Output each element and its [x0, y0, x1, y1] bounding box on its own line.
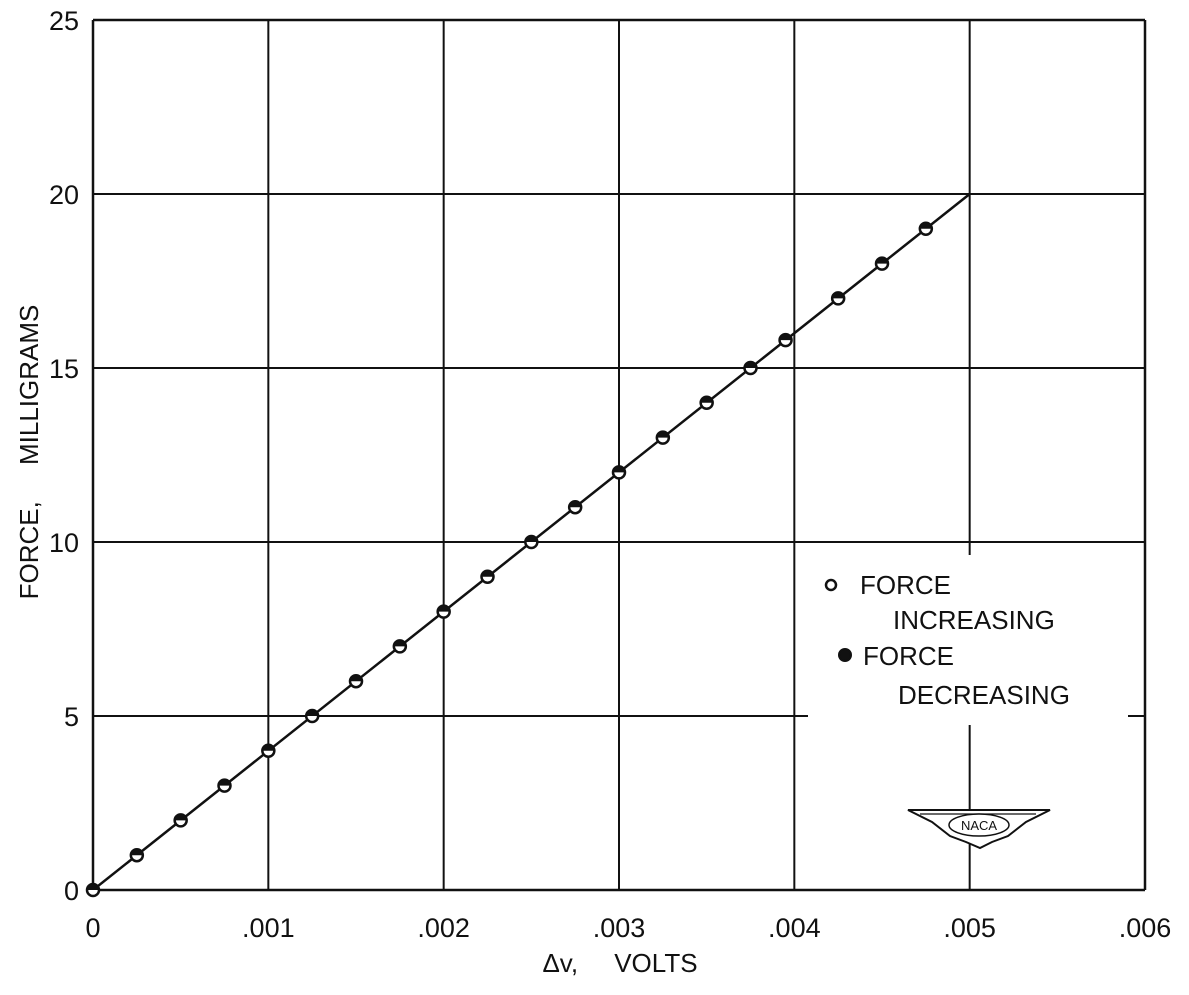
y-tick-label: 15 — [49, 354, 79, 384]
data-points — [85, 221, 934, 898]
y-axis-label: FORCE, MILLIGRAMS — [14, 305, 44, 600]
data-point-force-decreasing — [525, 536, 538, 542]
y-tick-label: 25 — [49, 6, 79, 36]
legend-background — [808, 555, 1128, 725]
y-tick-label: 0 — [64, 876, 79, 906]
data-point-force-decreasing — [393, 640, 406, 647]
legend-item-decreasing-line2: DECREASING — [898, 680, 1070, 710]
data-point-force-decreasing — [700, 396, 713, 403]
legend-marker-open — [824, 578, 838, 592]
naca-badge — [948, 813, 1010, 837]
data-point-force-decreasing — [437, 605, 450, 612]
tick-labels: 0 .001 .002 .003 .004 .005 .006 0 5 10 15 20 25 — [49, 6, 1171, 943]
x-tick-label: .002 — [417, 913, 470, 943]
data-point-force-decreasing — [832, 292, 845, 299]
x-tick-label: .003 — [593, 913, 646, 943]
legend-item-increasing-line1: FORCE — [860, 570, 951, 600]
data-point-force-decreasing — [350, 675, 362, 682]
grid — [91, 18, 1147, 892]
data-point-force-decreasing — [744, 362, 757, 368]
data-point-force-decreasing — [218, 779, 231, 786]
x-axis-label: Δv, VOLTS — [542, 948, 697, 978]
x-tick-label: .005 — [943, 913, 996, 943]
x-tick-label: 0 — [85, 913, 100, 943]
data-point-force-decreasing — [174, 814, 187, 821]
y-tick-label: 20 — [49, 180, 79, 210]
data-point-force-decreasing — [876, 257, 888, 264]
naca-logo: NACA — [907, 809, 1051, 850]
data-point-force-decreasing — [306, 710, 319, 716]
data-point-force-decreasing — [656, 431, 669, 438]
legend-item-increasing-line2: INCREASING — [893, 605, 1055, 635]
y-tick-label: 10 — [49, 528, 79, 558]
legend: FORCE INCREASING FORCE DECREASING — [808, 555, 1128, 725]
data-point-force-decreasing — [130, 849, 143, 856]
y-tick-label: 5 — [64, 702, 79, 732]
data-point-force-decreasing — [613, 466, 625, 473]
x-tick-label: .004 — [768, 913, 821, 943]
legend-item-decreasing-line1: FORCE — [863, 641, 954, 671]
data-point-force-decreasing — [481, 570, 494, 577]
legend-marker-filled — [838, 648, 852, 662]
data-point-force-decreasing — [779, 334, 792, 341]
data-point-force-decreasing — [569, 501, 582, 508]
data-point-force-decreasing — [87, 884, 99, 890]
data-point-force-decreasing — [262, 744, 275, 751]
x-tick-label: .006 — [1119, 913, 1172, 943]
naca-logo-text: NACA — [961, 818, 997, 833]
data-point-force-decreasing — [919, 222, 932, 229]
x-tick-label: .001 — [242, 913, 295, 943]
